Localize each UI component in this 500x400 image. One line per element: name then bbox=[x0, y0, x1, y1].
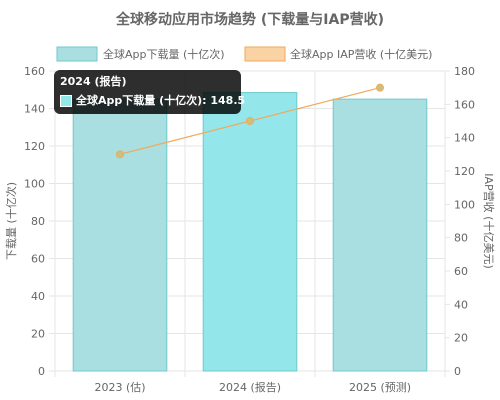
bar-series bbox=[72, 92, 428, 372]
y-right-tick-label: 40 bbox=[454, 298, 468, 311]
revenue-point-1[interactable] bbox=[246, 117, 254, 125]
bar-1[interactable] bbox=[202, 92, 298, 372]
y-right-tick-label: 140 bbox=[454, 132, 475, 145]
tooltip-row: 全球App下载量 (十亿次): 148.5 bbox=[60, 94, 245, 108]
y-left-tick-label: 140 bbox=[24, 103, 45, 116]
tooltip: 2024 (报告) 全球App下载量 (十亿次): 148.5 bbox=[54, 70, 245, 114]
revenue-point-0[interactable] bbox=[116, 150, 124, 159]
y-axis-left-title: 下载量 (十亿次) bbox=[4, 182, 18, 260]
y-left-tick-label: 20 bbox=[31, 328, 45, 341]
x-tick-label: 2025 (预测) bbox=[349, 381, 411, 394]
y-right-tick-label: 100 bbox=[454, 198, 475, 211]
y-right-tick-label: 80 bbox=[454, 232, 468, 245]
x-tick-label: 2023 (估) bbox=[94, 381, 145, 394]
legend: 全球App下载量 (十亿次) 全球App IAP营收 (十亿美元) bbox=[56, 46, 432, 62]
bar-2[interactable] bbox=[332, 98, 428, 372]
legend-swatch-revenue[interactable] bbox=[244, 46, 286, 62]
legend-swatch-downloads[interactable] bbox=[56, 46, 98, 62]
y-left-tick-label: 0 bbox=[38, 365, 45, 378]
revenue-point-2[interactable] bbox=[376, 83, 384, 92]
tooltip-title: 2024 (报告) bbox=[60, 75, 127, 88]
axes: 0 20 40 60 80 100 120 140 160 0 20 40 60 80 100 120 140 1… bbox=[24, 65, 475, 394]
y-left-tick-label: 160 bbox=[24, 65, 45, 78]
y-right-tick-label: 160 bbox=[454, 98, 475, 111]
y-left-tick-label: 40 bbox=[31, 290, 45, 303]
tooltip-value: 全球App下载量 (十亿次): 148.5 bbox=[76, 94, 246, 107]
y-left-tick-label: 60 bbox=[31, 253, 45, 266]
x-tick-label: 2024 (报告) bbox=[219, 380, 281, 394]
line-series bbox=[116, 83, 384, 159]
chart-title: 全球移动应用市场趋势 (下载量与IAP营收) bbox=[115, 11, 384, 28]
y-axis-right-title: IAP营收 (十亿美元) bbox=[482, 173, 496, 268]
y-left-tick-label: 120 bbox=[24, 140, 45, 153]
y-right-tick-label: 20 bbox=[454, 332, 468, 345]
bar-0[interactable] bbox=[72, 98, 168, 372]
y-right-tick-label: 180 bbox=[454, 65, 475, 78]
y-left-tick-label: 80 bbox=[31, 215, 45, 228]
y-right-tick-label: 60 bbox=[454, 265, 468, 278]
y-right-tick-label: 120 bbox=[454, 165, 475, 178]
tooltip-swatch bbox=[60, 95, 72, 107]
legend-label-revenue[interactable]: 全球App IAP营收 (十亿美元) bbox=[290, 47, 432, 61]
y-left-tick-label: 100 bbox=[24, 178, 45, 191]
legend-label-downloads[interactable]: 全球App下载量 (十亿次) bbox=[103, 47, 225, 61]
y-right-tick-label: 0 bbox=[454, 365, 461, 378]
